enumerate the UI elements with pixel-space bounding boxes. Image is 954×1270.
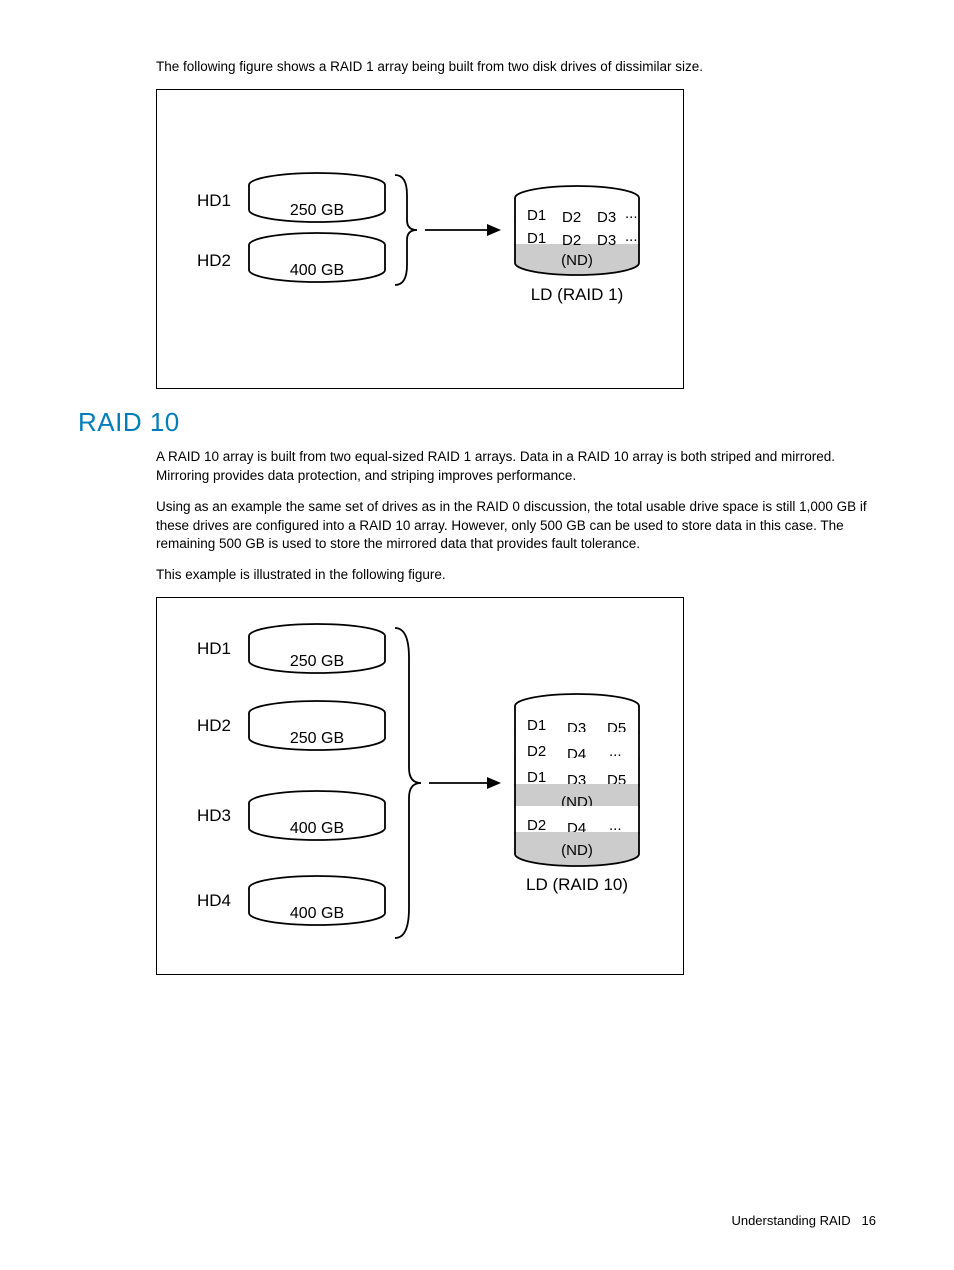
drive-capacity: 400 GB [290, 262, 344, 279]
figure-raid10: HD1 250 GB HD2 250 GB HD3 400 GB HD [156, 597, 684, 975]
nd-cell: (ND) [561, 842, 593, 859]
drive-hd3: HD3 400 GB [197, 791, 385, 840]
figure-raid1: HD1 250 GB HD2 400 GB [156, 89, 684, 389]
drive-capacity: 400 GB [290, 820, 344, 837]
drive-hd1: HD1 250 GB [197, 173, 385, 222]
arrow-icon [429, 777, 501, 789]
result-label: LD (RAID 10) [526, 875, 628, 894]
data-cell: D1 [527, 769, 546, 786]
drive-label: HD1 [197, 639, 231, 658]
drive-label: HD1 [197, 191, 231, 210]
drive-label: HD3 [197, 806, 231, 825]
drive-label: HD4 [197, 891, 231, 910]
data-cell: D1 [527, 230, 546, 247]
data-cell: ... [625, 228, 638, 245]
nd-cell: (ND) [561, 252, 593, 269]
data-cell: D1 [527, 207, 546, 224]
drive-hd1: HD1 250 GB [197, 624, 385, 673]
paragraph-1: A RAID 10 array is built from two equal-… [78, 448, 876, 486]
drive-capacity: 250 GB [290, 730, 344, 747]
data-cell: D1 [527, 717, 546, 734]
drive-hd2: HD2 250 GB [197, 701, 385, 750]
result-cylinder: D1 D3 D5 D2 D4 ... D1 D3 D5 (ND) D2 D4 [515, 694, 639, 894]
data-cell: D3 [597, 232, 616, 249]
drive-capacity: 250 GB [290, 653, 344, 670]
data-cell: D2 [562, 232, 581, 249]
result-cylinder: D1 D2 D3 ... D1 D2 D3 ... (ND) LD (RAID … [515, 186, 639, 304]
drive-hd2: HD2 400 GB [197, 233, 385, 282]
drive-capacity: 400 GB [290, 905, 344, 922]
drive-label: HD2 [197, 716, 231, 735]
drive-label: HD2 [197, 251, 231, 270]
arrow-icon [425, 224, 501, 236]
paragraph-3: This example is illustrated in the follo… [78, 566, 876, 585]
data-cell: ... [625, 205, 638, 222]
result-label: LD (RAID 1) [531, 285, 624, 304]
data-cell: D2 [562, 209, 581, 226]
data-cell: ... [609, 743, 622, 760]
drive-hd4: HD4 400 GB [197, 876, 385, 925]
brace-icon [395, 628, 421, 938]
section-heading-raid10: RAID 10 [78, 407, 876, 438]
intro-paragraph: The following figure shows a RAID 1 arra… [78, 58, 876, 77]
brace-icon [395, 175, 417, 285]
drive-capacity: 250 GB [290, 202, 344, 219]
data-cell: ... [609, 817, 622, 834]
data-cell: D3 [597, 209, 616, 226]
page-number: 16 [862, 1213, 876, 1228]
paragraph-2: Using as an example the same set of driv… [78, 498, 876, 555]
page-footer: Understanding RAID 16 [731, 1213, 876, 1228]
data-cell: D2 [527, 743, 546, 760]
data-cell: D2 [527, 817, 546, 834]
footer-section-title: Understanding RAID [731, 1213, 850, 1228]
